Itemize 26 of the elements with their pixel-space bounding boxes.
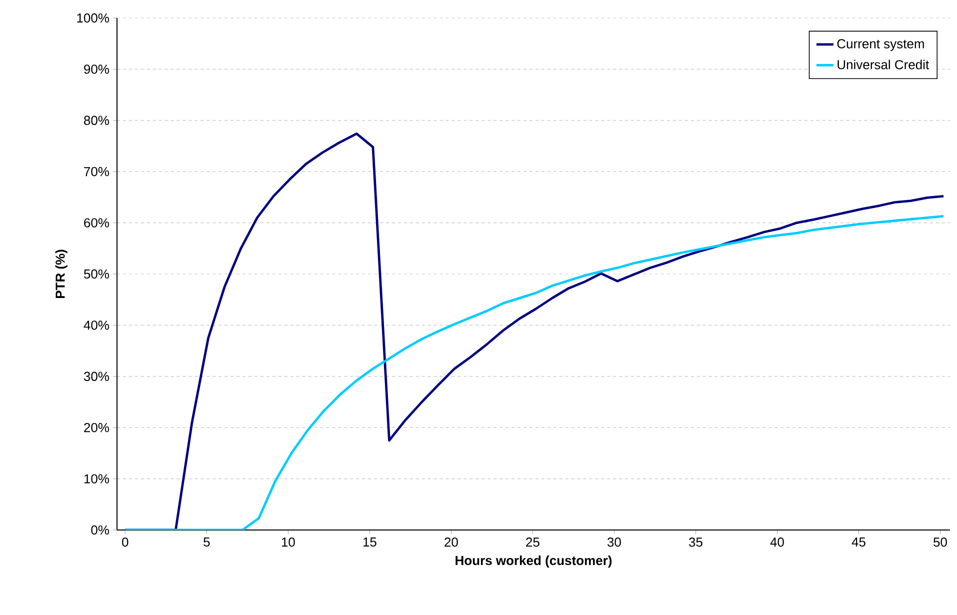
x-tick-label: 25 (526, 538, 540, 547)
legend-label: Current system (837, 39, 924, 51)
x-axis-title: Hours worked (customer) (456, 556, 612, 568)
y-tick-label: 20% (84, 422, 110, 432)
x-tick-label: 20 (444, 538, 458, 547)
y-tick-label: 10% (84, 474, 110, 484)
x-tick-label: 35 (688, 538, 702, 547)
x-tick-label: 5 (204, 538, 210, 547)
y-tick-label: 30% (84, 372, 110, 381)
y-tick-label: 50% (84, 269, 110, 279)
x-tick-label: 50 (934, 538, 947, 547)
y-axis-title: PTR (%) (55, 250, 68, 298)
x-tick-label: 30 (607, 538, 621, 547)
y-tick-label: 100% (77, 13, 110, 23)
legend-label: Universal Credit (838, 60, 929, 70)
y-tick-label: 80% (84, 116, 110, 125)
y-tick-label: 0% (91, 525, 110, 535)
y-tick-label: 90% (84, 64, 110, 74)
x-tick-label: 15 (363, 538, 376, 547)
x-tick-label: 40 (770, 538, 784, 547)
y-tick-label: 40% (84, 320, 110, 330)
x-tick-label: 45 (852, 538, 866, 547)
y-tick-label: 60% (84, 218, 110, 228)
x-tick-label: 0 (122, 538, 128, 547)
y-tick-label: 70% (84, 166, 110, 176)
x-tick-label: 10 (282, 538, 295, 547)
